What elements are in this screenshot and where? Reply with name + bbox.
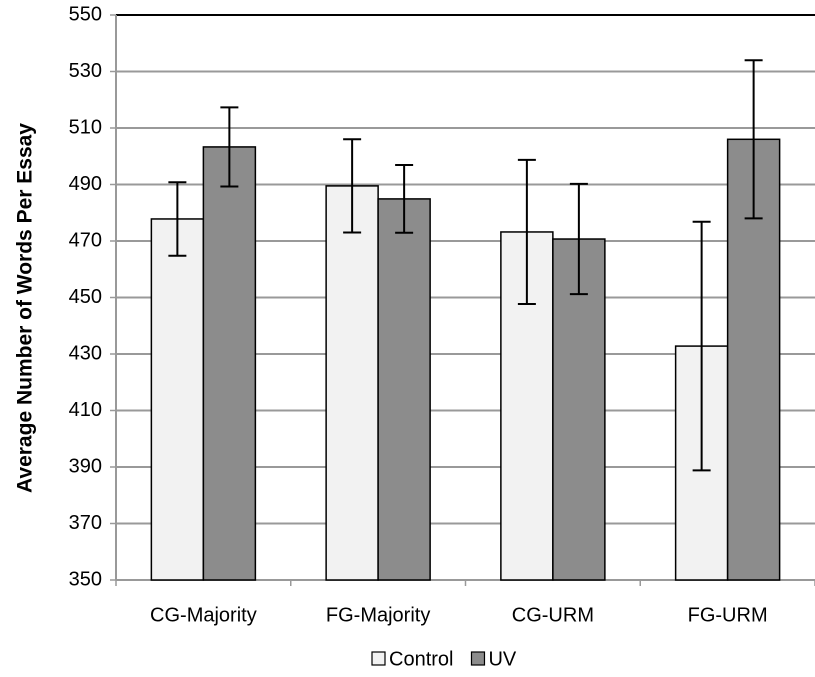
bar [150,218,205,581]
legend-swatch [371,651,386,666]
legend-label: UV [488,648,516,670]
y-tick-label: 450 [69,286,102,308]
error-bar [220,106,239,188]
y-tick-label: 490 [69,173,102,195]
x-tick-label: CG-URM [512,604,594,626]
y-tick-label: 370 [69,512,102,534]
legend-swatch [470,651,486,666]
y-tick-label: 410 [69,399,102,421]
error-bar [343,138,362,234]
y-tick-label: 530 [69,60,102,82]
y-tick-label: 390 [69,455,102,477]
bar [202,146,257,581]
y-tick-label: 430 [69,342,102,364]
y-tick-label: 550 [69,3,102,25]
x-tick-label: FG-Majority [326,604,430,626]
y-tick-label: 350 [69,568,102,590]
error-bar [569,182,588,296]
y-tick-label: 470 [69,229,102,251]
x-tick-label: FG-URM [688,604,768,626]
bar [325,185,379,581]
error-bar [168,181,187,257]
error-bar [744,59,763,220]
error-bar [517,158,536,305]
y-axis-label: Average Number of Words Per Essay [14,123,37,493]
x-tick-label: CG-Majority [150,604,257,626]
bar [377,198,431,581]
y-tick-label: 510 [69,116,102,138]
error-bar [692,220,711,472]
legend-label: Control [389,648,453,670]
bar [552,238,606,581]
error-bar [395,164,414,234]
